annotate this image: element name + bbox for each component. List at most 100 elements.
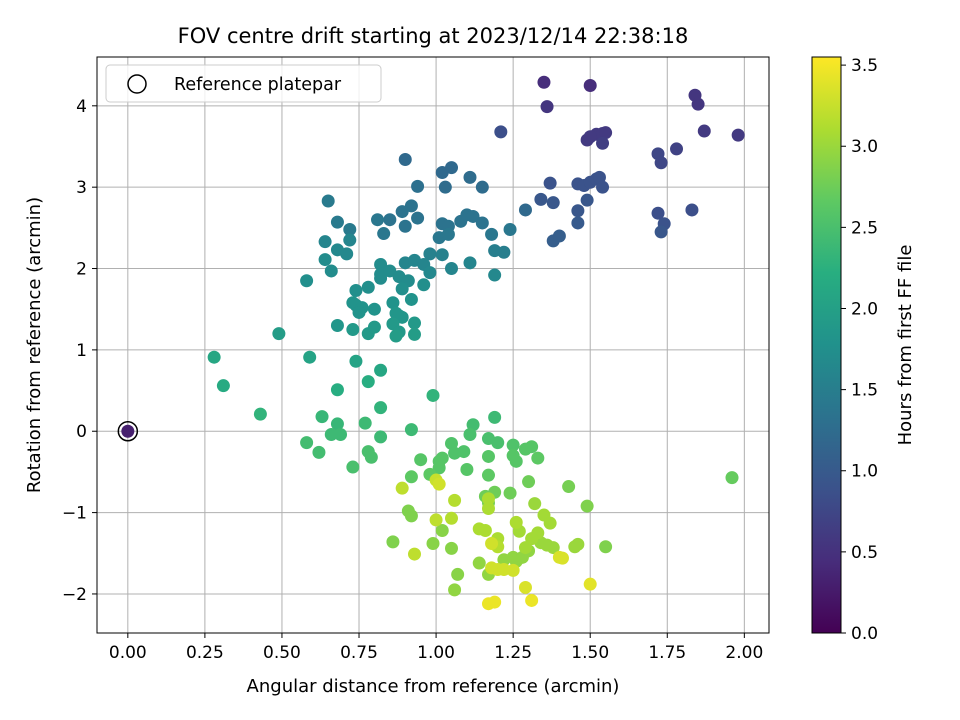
legend-marker-icon (127, 74, 147, 94)
legend-box (105, 64, 382, 103)
data-point (562, 480, 576, 494)
data-point (371, 213, 385, 227)
data-point (444, 541, 458, 555)
data-point (395, 310, 409, 324)
data-point (346, 323, 360, 337)
colorbar-tick-label: 0.0 (851, 624, 878, 644)
data-point (518, 541, 532, 555)
y-axis-ticks: −2 −1 0 1 2 3 4 (62, 97, 97, 605)
colorbar-gradient (811, 56, 842, 634)
colorbar-ticks: 0.0 0.5 1.0 1.5 2.0 2.5 3.0 3.5 (841, 56, 878, 644)
x-tick-label: 1.75 (648, 643, 686, 663)
y-tick-label: 4 (76, 97, 87, 117)
data-point (509, 454, 523, 468)
data-point (506, 438, 520, 452)
data-point (481, 468, 495, 482)
data-point (330, 318, 344, 332)
data-point (509, 515, 523, 529)
data-point (374, 363, 388, 377)
data-point (580, 499, 594, 513)
data-point (374, 271, 388, 285)
data-point (207, 350, 221, 364)
data-point (599, 126, 613, 140)
colorbar-tick-label: 1.0 (851, 462, 878, 482)
data-point (448, 493, 462, 507)
data-point (481, 449, 495, 463)
data-point (457, 445, 471, 459)
data-point (494, 125, 508, 139)
data-point (404, 292, 418, 306)
y-tick-label: 2 (76, 260, 87, 280)
x-tick-label: 2.00 (725, 643, 763, 663)
data-point (697, 124, 711, 138)
plot-frame (96, 56, 770, 634)
data-point (364, 450, 378, 464)
data-point (525, 440, 539, 454)
data-point (411, 179, 425, 193)
data-point (253, 407, 267, 421)
data-point (448, 583, 462, 597)
data-point (444, 511, 458, 525)
data-point (691, 97, 705, 111)
data-point (546, 541, 560, 555)
data-point (377, 227, 391, 241)
data-point (685, 203, 699, 217)
data-point (571, 204, 585, 218)
data-point (466, 418, 480, 432)
x-axis-ticks: 0.00 0.25 0.50 0.75 1.00 1.25 1.50 1.75 2.00 (109, 633, 763, 663)
data-point (429, 513, 443, 527)
data-point (318, 235, 332, 249)
data-point (583, 78, 597, 92)
data-point (321, 194, 335, 208)
data-points (117, 75, 745, 611)
data-point (481, 432, 495, 446)
x-tick-label: 0.75 (340, 643, 378, 663)
data-point (349, 354, 363, 368)
data-point (395, 282, 409, 296)
reference-point-marker (117, 420, 139, 442)
colorbar: 0.0 0.5 1.0 1.5 2.0 2.5 3.0 3.5 Hours from firs… (811, 56, 916, 644)
data-point (367, 320, 381, 334)
data-point (432, 477, 446, 491)
data-point (466, 209, 480, 223)
data-point (340, 247, 354, 261)
y-tick-label: −1 (62, 504, 87, 524)
data-point (315, 410, 329, 424)
data-point (408, 327, 422, 341)
colorbar-tick-label: 2.5 (851, 218, 878, 238)
data-point (571, 537, 585, 551)
data-point (374, 257, 388, 271)
colorbar-tick-label: 0.5 (851, 543, 878, 563)
data-point (654, 225, 668, 239)
data-point (324, 264, 338, 278)
data-point (367, 302, 381, 316)
data-point (596, 136, 610, 150)
data-point (426, 537, 440, 551)
data-point (330, 417, 344, 431)
data-point (216, 379, 230, 393)
data-point (349, 283, 363, 297)
data-point (386, 296, 400, 310)
data-point (374, 401, 388, 415)
data-point (438, 180, 452, 194)
data-point (651, 206, 665, 220)
x-tick-label: 1.00 (417, 643, 455, 663)
data-point (404, 509, 418, 523)
data-point (488, 410, 502, 424)
data-point (300, 436, 314, 450)
data-point (423, 247, 437, 261)
legend: Reference platepar (105, 64, 382, 103)
data-point (725, 471, 739, 485)
colorbar-label: Hours from first FF file (895, 245, 916, 446)
data-point (300, 274, 314, 288)
data-point (654, 156, 668, 170)
data-point (374, 430, 388, 444)
data-point (435, 248, 449, 262)
data-point (426, 388, 440, 402)
data-point (386, 535, 400, 549)
data-point (599, 540, 613, 554)
data-point (318, 253, 332, 267)
data-point (330, 383, 344, 397)
data-point (272, 327, 286, 341)
